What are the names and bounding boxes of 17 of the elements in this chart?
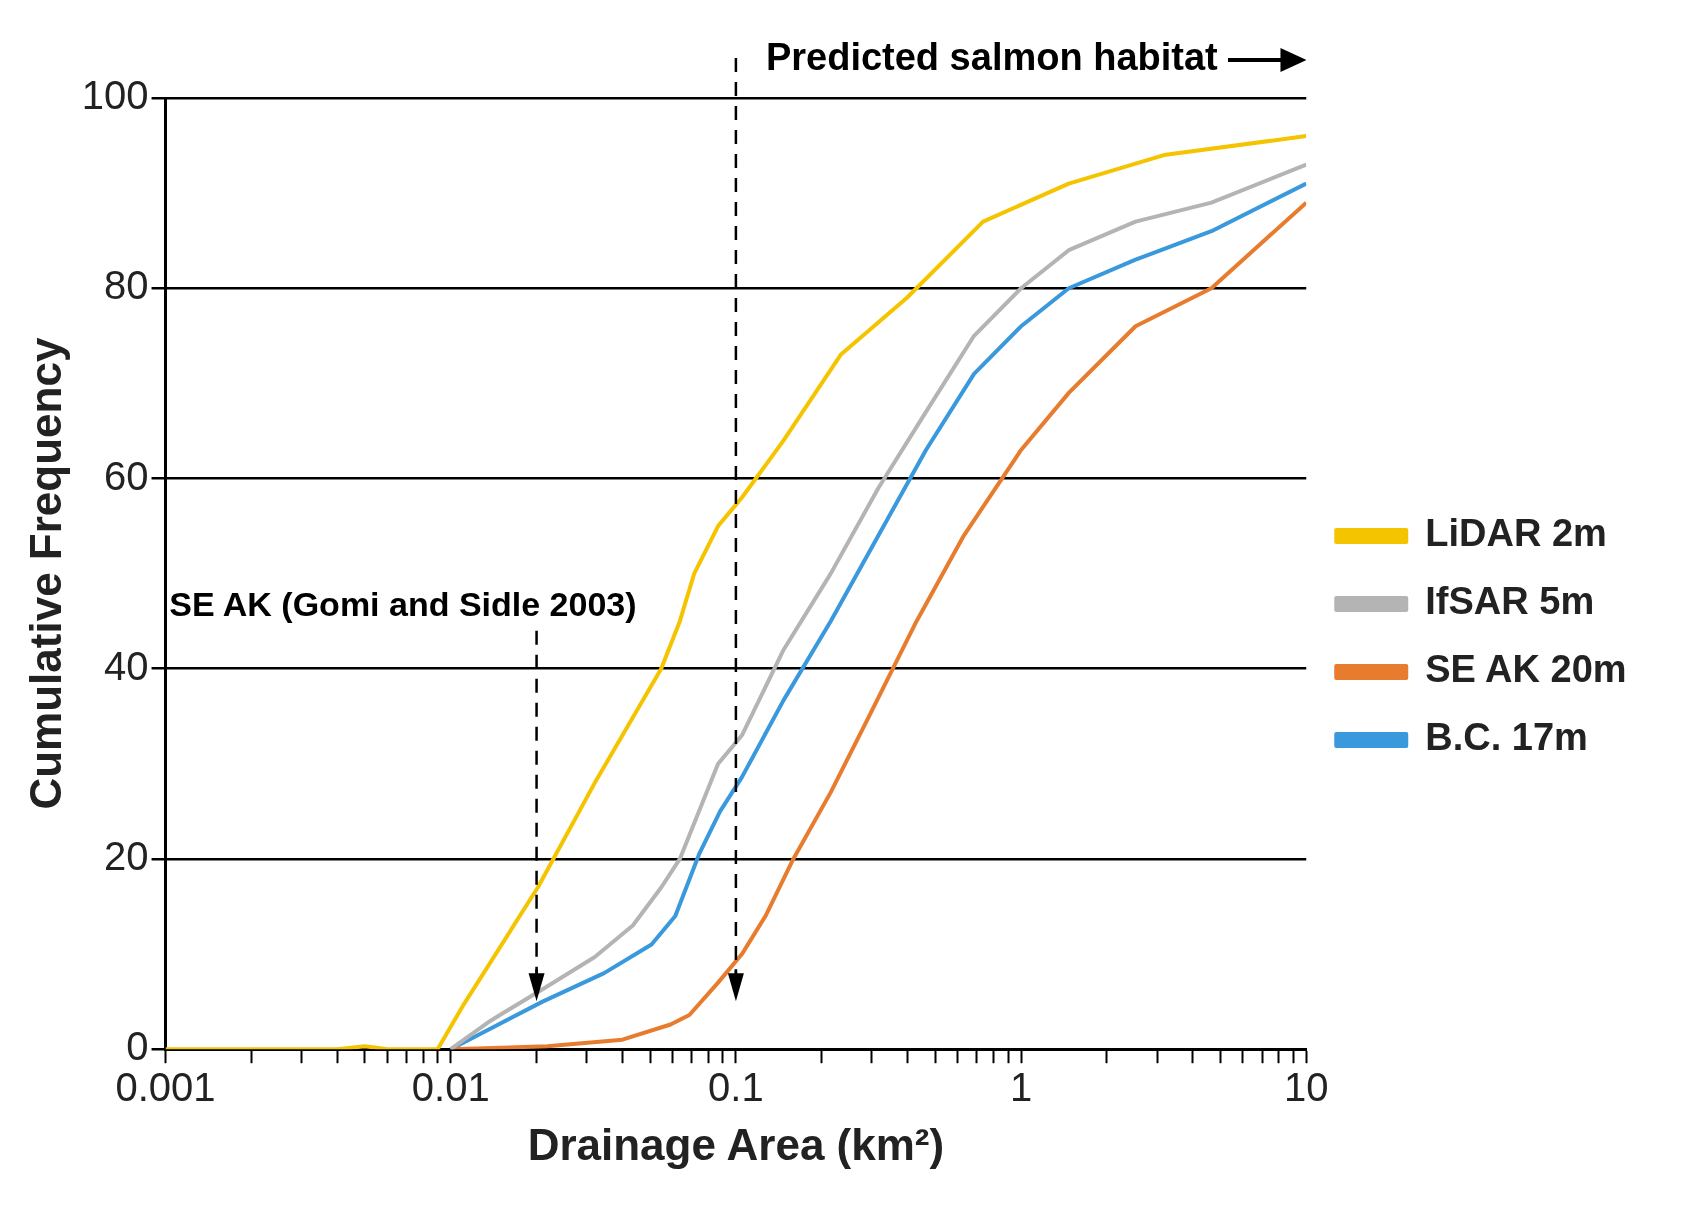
legend-label: LiDAR 2m — [1425, 512, 1607, 555]
x-tick-label: 1 — [1009, 1065, 1033, 1110]
legend-label: B.C. 17m — [1425, 716, 1588, 759]
ref-line-label: SE AK (Gomi and Sidle 2003) — [169, 585, 637, 624]
x-tick-label: 10 — [1284, 1065, 1329, 1110]
x-tick-label: 0.01 — [411, 1065, 490, 1110]
y-tick-label: 20 — [104, 833, 149, 878]
ref-line-label: Predicted salmon habitat — [765, 36, 1219, 79]
x-tick-label: 0.1 — [708, 1065, 764, 1110]
y-tick-label: 60 — [104, 453, 149, 498]
y-tick-label: 40 — [104, 643, 149, 688]
y-axis-title: Cumulative Frequency — [20, 337, 70, 810]
x-axis-title: Drainage Area (km²) — [527, 1119, 945, 1169]
legend-label: SE AK 20m — [1425, 648, 1627, 691]
legend-label: IfSAR 5m — [1425, 580, 1595, 623]
y-tick-label: 80 — [104, 263, 149, 308]
y-tick-label: 100 — [81, 73, 149, 118]
